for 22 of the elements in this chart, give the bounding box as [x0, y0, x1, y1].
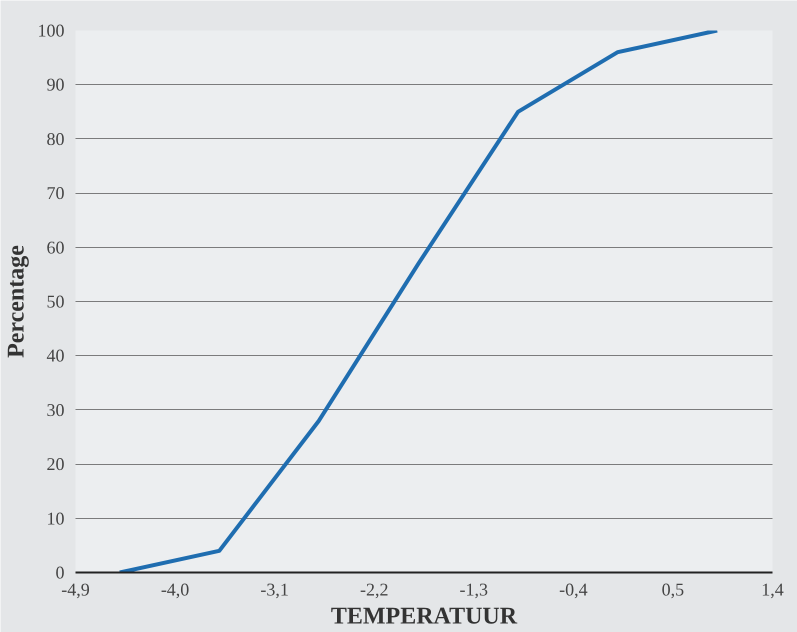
y-tick-label: 100 [38, 20, 64, 40]
y-tick-label: 10 [46, 508, 64, 528]
line-series [118, 30, 720, 572]
x-tick-label: -2,2 [360, 580, 388, 600]
x-tick-label: -3,1 [260, 580, 289, 600]
y-tick-label: 20 [46, 454, 64, 474]
x-tick-label: 1,4 [761, 580, 784, 600]
y-tick-label: 80 [46, 128, 64, 149]
x-tick-label: -0,4 [559, 580, 588, 600]
y-tick-label: 30 [46, 400, 64, 420]
y-tick-label: 40 [46, 346, 64, 366]
y-tick-label: 70 [46, 183, 64, 204]
x-tick-label: -4,9 [61, 580, 90, 600]
x-axis-title: TEMPERATUUR [330, 604, 518, 630]
y-tick-label: 60 [46, 237, 64, 258]
x-tick-label: -4,0 [160, 580, 190, 600]
y-tick-label: 50 [46, 292, 64, 312]
y-axis-title: Percentage [4, 244, 30, 358]
x-tick-label: -1,3 [460, 580, 488, 600]
y-tick-label: 90 [46, 74, 64, 95]
y-tick-label: 0 [56, 562, 64, 582]
x-tick-label: 0,5 [662, 580, 684, 600]
